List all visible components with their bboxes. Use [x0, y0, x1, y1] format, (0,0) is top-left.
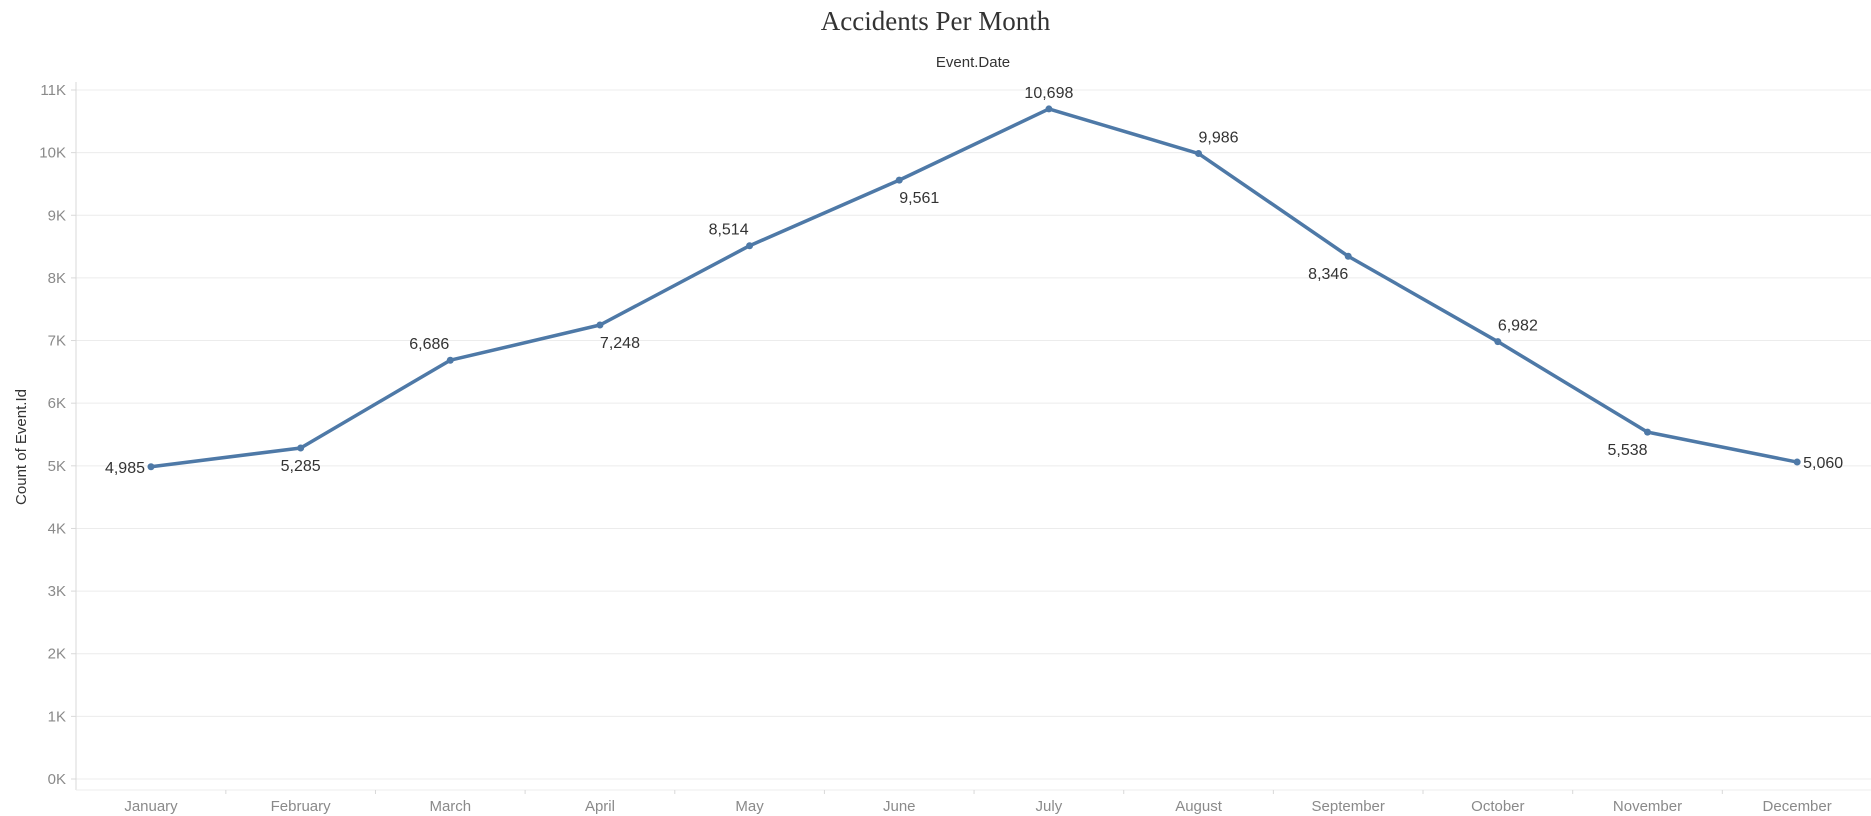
series-line-group: 4,985 5,285 6,686 7,248 8,514 9,561 10,698 9,98…: [105, 85, 1843, 477]
data-point[interactable]: [1195, 150, 1203, 158]
series-line: [149, 107, 1799, 469]
y-tick-label: 7K: [48, 333, 66, 350]
data-label: 9,986: [1199, 130, 1239, 147]
x-axis-title: Event.Date: [936, 54, 1010, 71]
data-point[interactable]: [746, 242, 754, 250]
x-tick-label: November: [1613, 798, 1682, 815]
y-tick-label: 1K: [48, 708, 66, 725]
y-axis: 0K 1K 2K 3K 4K 5K 6K 7K 8K 9K 10K 11K: [39, 82, 77, 790]
data-point[interactable]: [297, 444, 305, 452]
data-label: 7,248: [600, 335, 640, 352]
y-tick-label: 8K: [48, 270, 66, 287]
x-tick-label: March: [429, 798, 471, 815]
y-tick-label: 6K: [48, 395, 66, 412]
y-tick-label: 2K: [48, 646, 66, 663]
x-axis: January February March April May June July Augu…: [76, 789, 1871, 815]
data-point[interactable]: [1494, 338, 1502, 346]
data-point[interactable]: [1344, 252, 1352, 260]
data-label: 9,561: [899, 190, 939, 207]
gridlines: [76, 89, 1871, 780]
data-point[interactable]: [1793, 458, 1801, 466]
data-label: 6,982: [1498, 318, 1538, 335]
y-tick-label: 9K: [48, 207, 66, 224]
y-axis-title: Count of Event.Id: [13, 389, 30, 505]
data-label: 10,698: [1024, 85, 1073, 102]
x-tick-label: July: [1036, 798, 1063, 815]
data-point[interactable]: [1045, 105, 1053, 113]
x-tick-label: April: [585, 798, 615, 815]
data-point[interactable]: [446, 356, 454, 364]
data-label: 5,285: [281, 458, 321, 475]
x-tick-label: October: [1471, 798, 1524, 815]
data-label: 5,060: [1803, 455, 1843, 472]
y-tick-label: 5K: [48, 458, 66, 475]
data-label: 4,985: [105, 460, 145, 477]
y-tick-label: 4K: [48, 520, 66, 537]
y-tick-label: 10K: [39, 145, 66, 162]
data-label: 5,538: [1607, 442, 1647, 459]
y-tick-label: 0K: [48, 771, 66, 788]
data-point[interactable]: [895, 176, 903, 184]
chart-title: Accidents Per Month: [820, 6, 1051, 36]
x-tick-label: September: [1312, 798, 1385, 815]
data-label: 8,346: [1308, 266, 1348, 283]
x-tick-label: June: [883, 798, 916, 815]
x-tick-label: August: [1175, 798, 1223, 815]
y-tick-label: 3K: [48, 583, 66, 600]
x-tick-label: January: [124, 798, 178, 815]
data-label: 6,686: [409, 336, 449, 353]
data-point[interactable]: [147, 463, 155, 471]
x-tick-label: February: [271, 798, 332, 815]
x-tick-label: May: [735, 798, 764, 815]
data-label: 8,514: [709, 222, 749, 239]
y-tick-label: 11K: [40, 82, 66, 99]
data-point[interactable]: [1644, 428, 1651, 436]
x-tick-label: December: [1763, 798, 1832, 815]
data-point[interactable]: [596, 321, 604, 329]
